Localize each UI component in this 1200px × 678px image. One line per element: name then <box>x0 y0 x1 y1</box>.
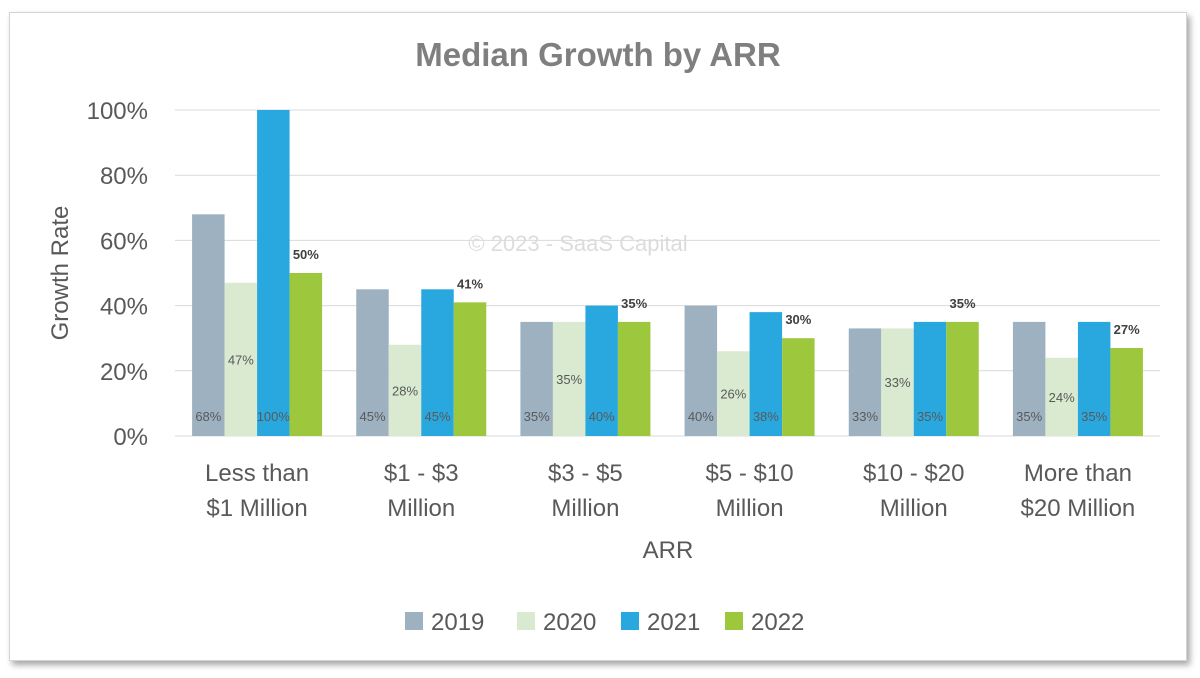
bar-2019-3 <box>520 321 553 436</box>
data-label-2021-6: 35% <box>1081 409 1107 424</box>
bar-2022-4 <box>782 338 815 436</box>
gridlines <box>175 109 1160 437</box>
bars <box>192 110 1143 436</box>
y-tick-label: 100% <box>87 98 148 125</box>
data-label-2019-2: 45% <box>359 409 385 424</box>
bar-2021-2 <box>421 289 454 436</box>
bar-2021-1 <box>257 110 290 436</box>
legend-swatch <box>517 612 535 630</box>
data-label-2022-1: 50% <box>293 247 319 262</box>
data-label-2021-2: 45% <box>424 409 450 424</box>
data-label-2020-6: 24% <box>1049 390 1075 405</box>
y-tick-label: 60% <box>100 228 148 255</box>
bar-2020-1 <box>224 282 258 436</box>
data-label-2021-3: 40% <box>589 409 615 424</box>
data-label-2020-3: 35% <box>556 372 582 387</box>
bar-2022-6 <box>1110 347 1143 436</box>
data-label-2021-4: 38% <box>753 409 779 424</box>
x-category-label: Less than $1 Million <box>205 460 309 522</box>
bar-2019-4 <box>684 305 718 436</box>
bar-2022-1 <box>289 273 323 436</box>
chart-title: Median Growth by ARR <box>415 36 781 73</box>
legend-label: 2019 <box>431 609 484 636</box>
bar-2020-5 <box>881 328 914 436</box>
legend-label: 2022 <box>751 609 804 636</box>
data-label-2022-4: 30% <box>785 312 811 327</box>
legend-swatch <box>621 612 639 630</box>
legend-label: 2021 <box>647 609 700 636</box>
x-category-label: $3 - $5 Million <box>548 460 623 522</box>
data-label-2019-4: 40% <box>688 409 714 424</box>
watermark: © 2023 - SaaS Capital <box>468 231 687 256</box>
legend: 2019 2020 2021 2022 <box>405 609 804 636</box>
x-category-label: $10 - $20 Million <box>863 460 964 522</box>
bar-2021-5 <box>913 321 947 436</box>
legend-item-2022: 2022 <box>725 609 804 636</box>
legend-item-2021: 2021 <box>621 609 700 636</box>
bar-2021-4 <box>749 312 783 436</box>
x-category-label: $5 - $10 Million <box>706 460 794 522</box>
y-tick-label: 40% <box>100 294 148 321</box>
data-label-2022-3: 35% <box>621 296 647 311</box>
legend-swatch <box>405 612 423 630</box>
data-label-2021-5: 35% <box>917 409 943 424</box>
x-category-label: More than $20 Million <box>1021 460 1136 522</box>
y-tick-label: 20% <box>100 359 148 386</box>
x-axis-label: ARR <box>643 537 694 564</box>
legend-item-2020: 2020 <box>517 609 596 636</box>
data-label-2019-5: 33% <box>852 409 878 424</box>
y-tick-label: 0% <box>113 424 148 451</box>
data-label-2022-5: 35% <box>949 296 975 311</box>
bar-2022-3 <box>617 321 651 436</box>
bar-2020-6 <box>1045 357 1078 436</box>
bar-2019-1 <box>192 214 225 436</box>
data-label-2020-2: 28% <box>392 383 418 398</box>
legend-item-2019: 2019 <box>405 609 484 636</box>
legend-swatch <box>725 612 743 630</box>
bar-2022-2 <box>453 302 487 436</box>
data-label-2019-3: 35% <box>524 409 550 424</box>
x-category-label: $1 - $3 Million <box>384 460 459 522</box>
data-label-2021-1: 100% <box>257 409 291 424</box>
y-axis-label: Growth Rate <box>47 206 74 341</box>
bar-2021-3 <box>585 305 618 436</box>
legend-label: 2020 <box>543 609 596 636</box>
data-label-2019-6: 35% <box>1016 409 1042 424</box>
data-label-2020-5: 33% <box>884 375 910 390</box>
bar-2022-5 <box>946 321 979 436</box>
data-label-2020-4: 26% <box>720 387 746 402</box>
data-label-2022-6: 27% <box>1114 322 1140 337</box>
bar-2020-2 <box>388 344 422 436</box>
bar-2019-2 <box>356 289 389 436</box>
y-tick-label: 80% <box>100 163 148 190</box>
data-label-2020-1: 47% <box>228 352 254 367</box>
y-axis-ticks: 0% 20% 40% 60% 80% 100% <box>87 98 148 451</box>
data-label-2019-1: 68% <box>195 409 221 424</box>
data-labels: 68% 45% 35% 40% 33% 35% 47% 28% 35% 26% 33% 24% 100%… <box>195 247 1140 424</box>
data-label-2022-2: 41% <box>457 276 483 291</box>
bar-2020-3 <box>552 321 586 436</box>
bar-2020-4 <box>717 351 750 436</box>
bar-2019-6 <box>1012 321 1046 436</box>
bar-2019-5 <box>848 328 882 436</box>
bar-2021-6 <box>1077 321 1111 436</box>
x-axis-categories: Less than $1 Million $1 - $3 Million $3 - $5… <box>205 460 1135 522</box>
